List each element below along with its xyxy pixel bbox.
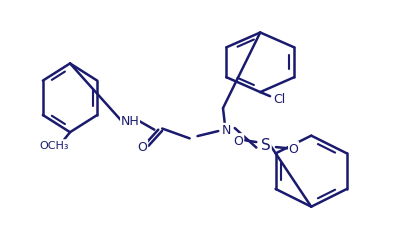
Text: O: O [234, 134, 244, 147]
Text: Cl: Cl [273, 93, 285, 106]
Text: O: O [137, 140, 147, 153]
Text: S: S [261, 138, 271, 153]
Text: O: O [289, 142, 299, 155]
Text: N: N [222, 124, 231, 137]
Text: NH: NH [120, 115, 139, 128]
Text: OCH₃: OCH₃ [40, 140, 69, 150]
